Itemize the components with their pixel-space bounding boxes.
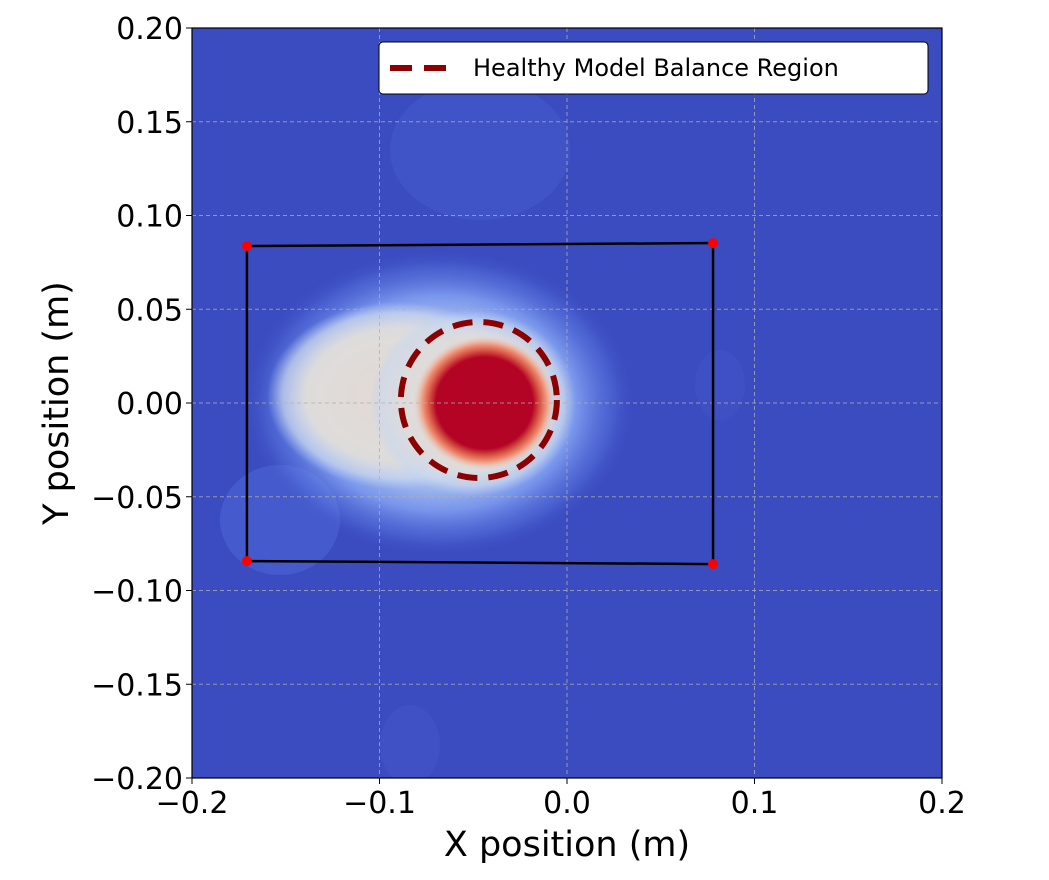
y-tick-label: −0.05 <box>91 481 183 516</box>
x-tick-label: 0.2 <box>918 786 966 821</box>
support-polygon <box>241 238 719 570</box>
balance-region-circle <box>397 319 560 481</box>
faint-patch-bottom <box>380 705 440 778</box>
faint-patch-top <box>390 80 570 220</box>
x-tick-label: −0.1 <box>343 786 416 821</box>
y-tick-label: −0.15 <box>91 668 183 703</box>
y-tick-label: 0.10 <box>116 200 183 235</box>
y-tick-label: 0.05 <box>116 293 183 328</box>
plot-area <box>192 28 942 778</box>
y-tick-label: −0.20 <box>91 762 183 797</box>
x-axis: −0.2 −0.1 0.0 0.1 0.2 <box>156 778 966 821</box>
corner-marker <box>708 238 719 249</box>
faint-patch-right <box>695 350 745 420</box>
corner-marker <box>708 559 719 570</box>
x-tick-label: −0.2 <box>156 786 229 821</box>
y-axis-label: Y position (m) <box>37 281 77 526</box>
legend-box <box>378 41 929 95</box>
y-tick-label: 0.00 <box>116 387 183 422</box>
corner-marker <box>241 556 252 567</box>
y-axis: 0.20 0.15 0.10 0.05 0.00 −0.05 −0.10 −0.15 −0.20 <box>91 12 192 797</box>
legend-label: Healthy Model Balance Region <box>473 54 839 82</box>
x-tick-label: 0.0 <box>543 786 591 821</box>
corner-marker <box>241 241 252 252</box>
x-axis-label: X position (m) <box>444 825 690 865</box>
legend: Healthy Model Balance Region <box>378 41 929 95</box>
x-tick-label: 0.1 <box>731 786 779 821</box>
y-tick-label: 0.20 <box>116 12 183 47</box>
y-tick-label: −0.10 <box>91 575 183 610</box>
y-tick-label: 0.15 <box>116 106 183 141</box>
density-blob-core <box>413 335 556 471</box>
